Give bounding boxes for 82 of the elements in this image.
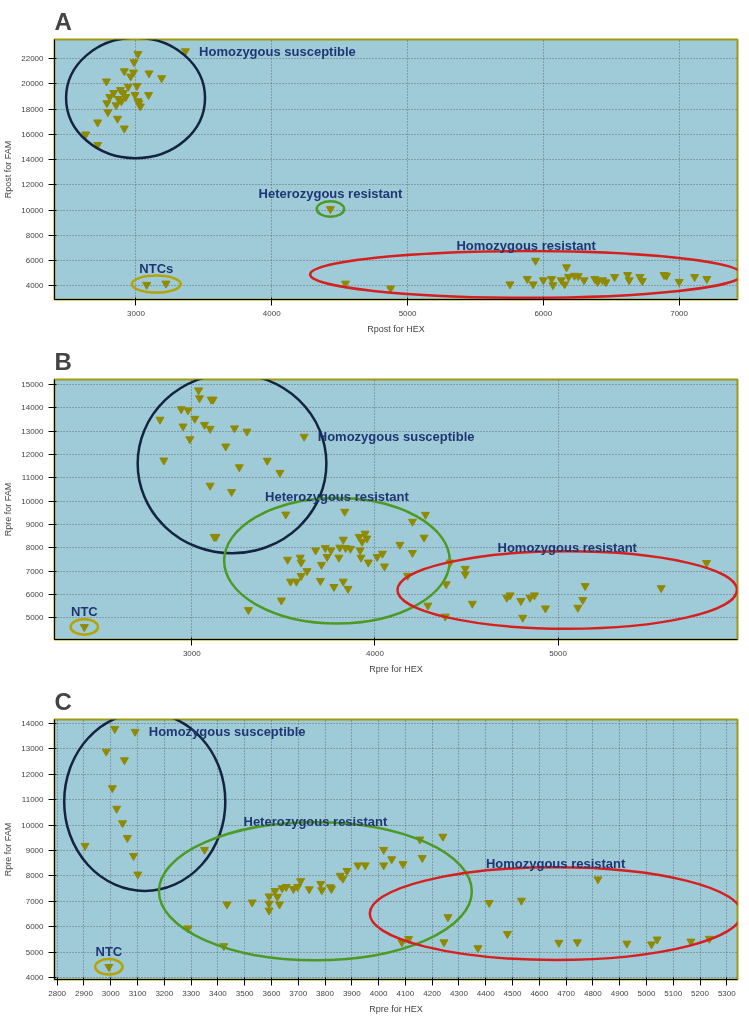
x-tick-label: 4000 (369, 988, 389, 998)
y-tick-label: 6000 (25, 922, 45, 932)
x-axis-title: Rpost for HEX (367, 323, 425, 334)
x-tick-label: 5000 (637, 988, 656, 998)
x-tick-label: 5000 (398, 308, 417, 318)
series-label: NTC (95, 944, 123, 959)
y-tick-label: 5000 (25, 613, 45, 623)
x-tick-label: 3000 (101, 988, 121, 998)
x-tick-label: 3000 (182, 648, 202, 658)
y-tick-label: 6000 (25, 589, 45, 599)
x-tick-label: 3200 (155, 988, 174, 998)
x-tick-label: 5100 (664, 988, 683, 998)
y-tick-label: 5000 (25, 947, 45, 957)
y-tick-label: 10000 (21, 496, 45, 506)
y-tick-label: 20000 (21, 79, 45, 89)
x-tick-label: 4900 (610, 988, 630, 998)
y-axis-title: Rpre for FAM (3, 482, 14, 537)
y-tick-label: 10000 (21, 205, 45, 215)
x-tick-label: 2900 (75, 988, 94, 998)
x-axis-title: Rpre for HEX (369, 663, 423, 674)
x-tick-label: 7000 (670, 308, 689, 318)
y-tick-label: 4000 (25, 281, 45, 291)
x-tick-label: 3600 (262, 988, 281, 998)
chart-title: B (54, 347, 72, 375)
y-tick-label: 11000 (21, 473, 45, 483)
series-label: NTC (70, 604, 99, 620)
y-tick-label: 10000 (21, 820, 45, 830)
y-tick-label: 6000 (25, 256, 45, 266)
x-tick-label: 4100 (396, 988, 415, 998)
y-tick-label: 12000 (21, 769, 45, 779)
x-tick-label: 2800 (48, 988, 67, 998)
x-tick-label: 4700 (557, 988, 576, 998)
x-tick-label: 3300 (182, 988, 201, 998)
y-tick-label: 7000 (25, 896, 45, 906)
y-tick-label: 14000 (21, 719, 45, 729)
x-tick-label: 3700 (289, 988, 308, 998)
y-tick-label: 12000 (21, 180, 45, 190)
x-tick-label: 4600 (530, 988, 549, 998)
x-tick-label: 5300 (717, 988, 737, 998)
x-tick-label: 3400 (208, 988, 228, 998)
y-tick-label: 15000 (21, 380, 45, 390)
y-tick-label: 18000 (21, 104, 45, 114)
x-tick-label: 3100 (128, 988, 147, 998)
y-tick-label: 8000 (25, 871, 45, 881)
y-tick-label: 14000 (21, 403, 45, 413)
x-tick-label: 4800 (583, 988, 603, 998)
y-tick-label: 9000 (25, 519, 45, 529)
chart-title: C (54, 687, 72, 715)
y-tick-label: 8000 (25, 230, 45, 240)
y-axis-title: Rpre for FAM (3, 822, 14, 877)
x-tick-label: 5000 (549, 648, 568, 658)
y-tick-label: 13000 (21, 426, 45, 436)
series-label: NTCs (139, 260, 174, 276)
y-tick-label: 13000 (21, 744, 45, 754)
series-label: Heterozygous resistant (258, 186, 403, 202)
y-tick-label: 12000 (21, 450, 45, 460)
text: Homozygous resistant (497, 539, 638, 555)
x-tick-label: 3500 (235, 988, 255, 998)
y-tick-label: 22000 (21, 53, 45, 63)
x-tick-label: 4300 (450, 988, 469, 998)
x-tick-label: 6000 (534, 308, 553, 318)
x-tick-label: 4200 (423, 988, 442, 998)
x-tick-label: 4400 (476, 988, 496, 998)
y-tick-label: 11000 (21, 795, 45, 805)
chart-title: A (54, 7, 72, 35)
x-tick-label: 4500 (503, 988, 522, 998)
x-tick-label: 5200 (691, 988, 710, 998)
y-tick-label: 8000 (25, 543, 45, 553)
x-tick-label: 3900 (342, 988, 362, 998)
x-axis-title: Rpre for HEX (369, 1003, 423, 1014)
x-tick-label: 3800 (316, 988, 335, 998)
y-tick-label: 4000 (25, 972, 45, 982)
series-label: Homozygous resistant (456, 237, 597, 253)
x-tick-label: 3000 (127, 308, 146, 318)
y-axis-title: Rpost for FAM (3, 140, 14, 199)
x-tick-label: 4000 (366, 648, 385, 658)
y-tick-label: 9000 (25, 846, 45, 856)
x-tick-label: 4000 (262, 308, 282, 318)
y-tick-label: 14000 (21, 155, 45, 165)
y-tick-label: 7000 (25, 566, 45, 576)
series-label: Homozygous susceptible (199, 43, 356, 59)
y-tick-label: 16000 (21, 129, 45, 139)
